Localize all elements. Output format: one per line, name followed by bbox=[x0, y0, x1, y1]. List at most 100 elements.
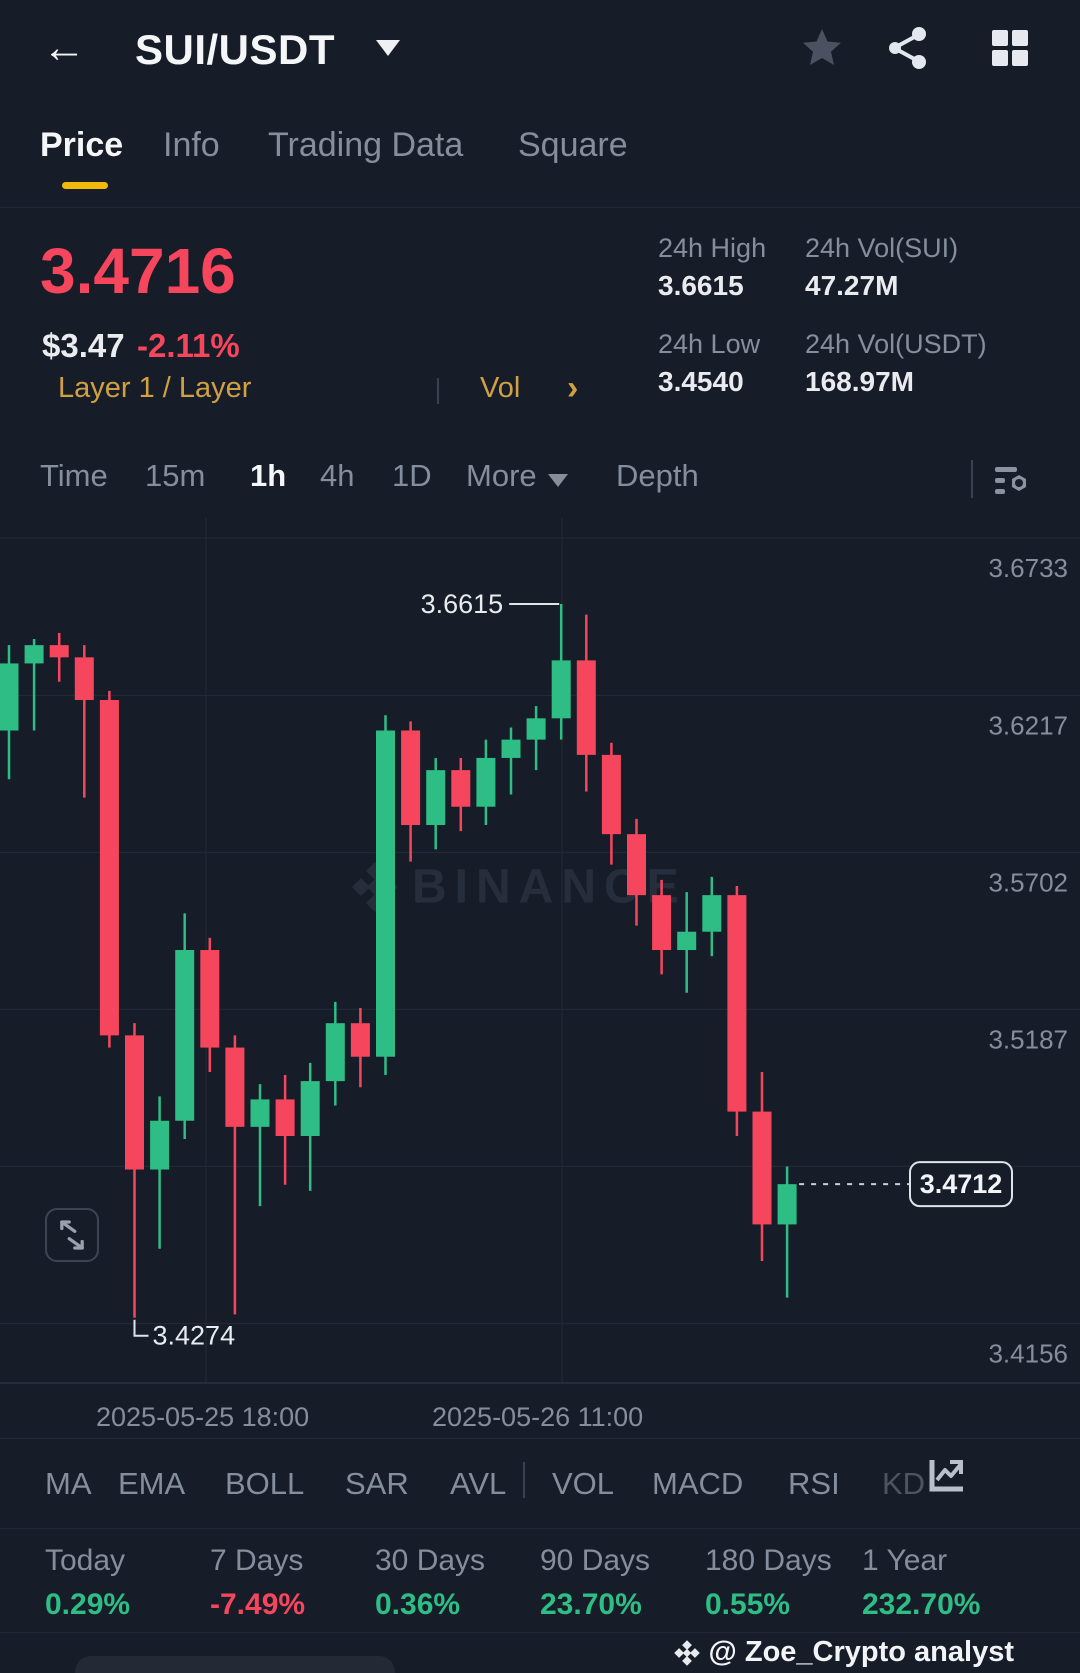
candle-body bbox=[601, 754, 621, 835]
indicator-kd[interactable]: KD bbox=[882, 1466, 926, 1501]
timeframe-more[interactable]: More bbox=[466, 458, 537, 493]
stat-label: 24h Vol(SUI) bbox=[805, 233, 959, 263]
candle-body bbox=[275, 1099, 295, 1136]
candle-body bbox=[451, 770, 471, 807]
back-arrow-icon[interactable]: ← bbox=[42, 23, 86, 72]
candle-body bbox=[300, 1081, 320, 1136]
line-chart-icon[interactable] bbox=[925, 1452, 969, 1496]
candle-body bbox=[576, 660, 596, 755]
credit-line: @ Zoe_Crypto analyst bbox=[673, 1636, 1014, 1669]
candle-body bbox=[150, 1120, 170, 1170]
category-link[interactable]: Layer 1 / Layer bbox=[58, 372, 252, 404]
expand-arrows-icon bbox=[60, 1220, 84, 1250]
indicator-rsi[interactable]: RSI bbox=[788, 1466, 840, 1501]
favorite-star-icon[interactable] bbox=[800, 26, 844, 70]
candle-body bbox=[526, 718, 546, 740]
performance-value: -7.49% bbox=[210, 1588, 306, 1621]
performance-value: 23.70% bbox=[540, 1588, 642, 1621]
last-price: 3.4716 bbox=[40, 235, 236, 307]
share-icon[interactable] bbox=[886, 26, 930, 70]
depth-button[interactable]: Depth bbox=[616, 458, 699, 493]
candle-body bbox=[225, 1047, 245, 1127]
candle-body bbox=[627, 834, 646, 896]
candle-body bbox=[200, 950, 220, 1048]
candlestick-chart[interactable]: BINANCE3.66153.42743.47123.67333.62173.5… bbox=[0, 518, 1080, 1397]
performance-label: 90 Days bbox=[540, 1544, 651, 1577]
chevron-right-icon[interactable]: › bbox=[567, 369, 579, 407]
candle-body bbox=[49, 645, 69, 658]
change-percent: -2.11% bbox=[137, 327, 240, 364]
binance-diamond-icon bbox=[673, 1639, 700, 1666]
candle-body bbox=[250, 1099, 270, 1127]
divider bbox=[437, 378, 439, 404]
grid-menu-icon[interactable] bbox=[988, 26, 1032, 70]
candle-body bbox=[476, 757, 496, 807]
indicator-ma[interactable]: MA bbox=[45, 1466, 92, 1501]
timeframe-1h[interactable]: 1h bbox=[250, 458, 287, 493]
y-axis-label: 3.6733 bbox=[988, 553, 1068, 583]
indicator-boll[interactable]: BOLL bbox=[225, 1466, 305, 1501]
expand-chart-button[interactable] bbox=[45, 1208, 99, 1262]
performance-value: 0.36% bbox=[375, 1588, 461, 1621]
indicator-sar[interactable]: SAR bbox=[345, 1466, 409, 1501]
candle-body bbox=[125, 1035, 144, 1170]
stat-label: 24h High bbox=[658, 233, 767, 263]
low-annotation-label: 3.4274 bbox=[153, 1321, 236, 1351]
divider bbox=[971, 460, 973, 498]
stat-value: 47.27M bbox=[805, 270, 899, 301]
candle-body bbox=[551, 660, 571, 719]
candle-body bbox=[501, 739, 521, 758]
candle-body bbox=[74, 657, 94, 701]
candle-body bbox=[0, 663, 19, 731]
chevron-down-icon[interactable] bbox=[548, 474, 568, 487]
candle-body bbox=[401, 730, 421, 826]
indicator-macd[interactable]: MACD bbox=[652, 1466, 744, 1501]
stat-label: 24h Vol(USDT) bbox=[805, 329, 987, 359]
last-price-tag bbox=[909, 1161, 1013, 1208]
candle-body bbox=[702, 895, 722, 932]
tab-price[interactable]: Price bbox=[40, 126, 124, 164]
candle-body bbox=[752, 1111, 772, 1225]
candle-body bbox=[24, 645, 44, 664]
indicator-ema[interactable]: EMA bbox=[118, 1466, 186, 1501]
indicator-avl[interactable]: AVL bbox=[450, 1466, 507, 1501]
candle-body bbox=[777, 1184, 797, 1225]
candle-body bbox=[376, 730, 395, 1057]
divider bbox=[0, 207, 1080, 208]
pair-dropdown-caret-icon[interactable] bbox=[376, 40, 400, 56]
timeframe-1d[interactable]: 1D bbox=[392, 458, 432, 493]
candle-body bbox=[325, 1023, 345, 1082]
indicator-vol[interactable]: VOL bbox=[552, 1466, 615, 1501]
divider bbox=[0, 1632, 1080, 1633]
candle-body bbox=[727, 895, 747, 1112]
divider bbox=[0, 1528, 1080, 1529]
bottom-sheet-handle[interactable] bbox=[75, 1656, 395, 1673]
performance-label: 30 Days bbox=[375, 1544, 486, 1577]
performance-label: 7 Days bbox=[210, 1544, 304, 1577]
low-annotation-line bbox=[133, 1319, 149, 1337]
y-axis-label: 3.6217 bbox=[988, 710, 1068, 740]
vol-link[interactable]: Vol bbox=[480, 372, 521, 404]
tab-trading-data[interactable]: Trading Data bbox=[268, 126, 464, 164]
candle-body bbox=[652, 895, 672, 951]
candle-body bbox=[350, 1023, 370, 1057]
y-axis-label: 3.5187 bbox=[988, 1024, 1068, 1054]
performance-value: 0.55% bbox=[705, 1588, 791, 1621]
tab-square[interactable]: Square bbox=[518, 126, 628, 164]
tab-info[interactable]: Info bbox=[163, 126, 220, 164]
active-tab-underline bbox=[62, 182, 108, 189]
timeframe-time[interactable]: Time bbox=[40, 458, 108, 493]
fiat-value: $3.47 bbox=[42, 327, 125, 364]
candle-body bbox=[175, 950, 195, 1121]
divider bbox=[0, 1438, 1080, 1439]
timeframe-15m[interactable]: 15m bbox=[145, 458, 206, 493]
chart-settings-icon[interactable] bbox=[993, 461, 1031, 499]
timeframe-4h[interactable]: 4h bbox=[320, 458, 355, 493]
performance-label: Today bbox=[45, 1544, 126, 1577]
performance-label: 180 Days bbox=[705, 1544, 832, 1577]
candle-body bbox=[677, 931, 697, 951]
x-axis-date: 2025-05-25 18:00 bbox=[96, 1402, 310, 1432]
pair-title[interactable]: SUI/USDT bbox=[135, 26, 336, 73]
y-axis-label: 3.5702 bbox=[988, 867, 1068, 897]
